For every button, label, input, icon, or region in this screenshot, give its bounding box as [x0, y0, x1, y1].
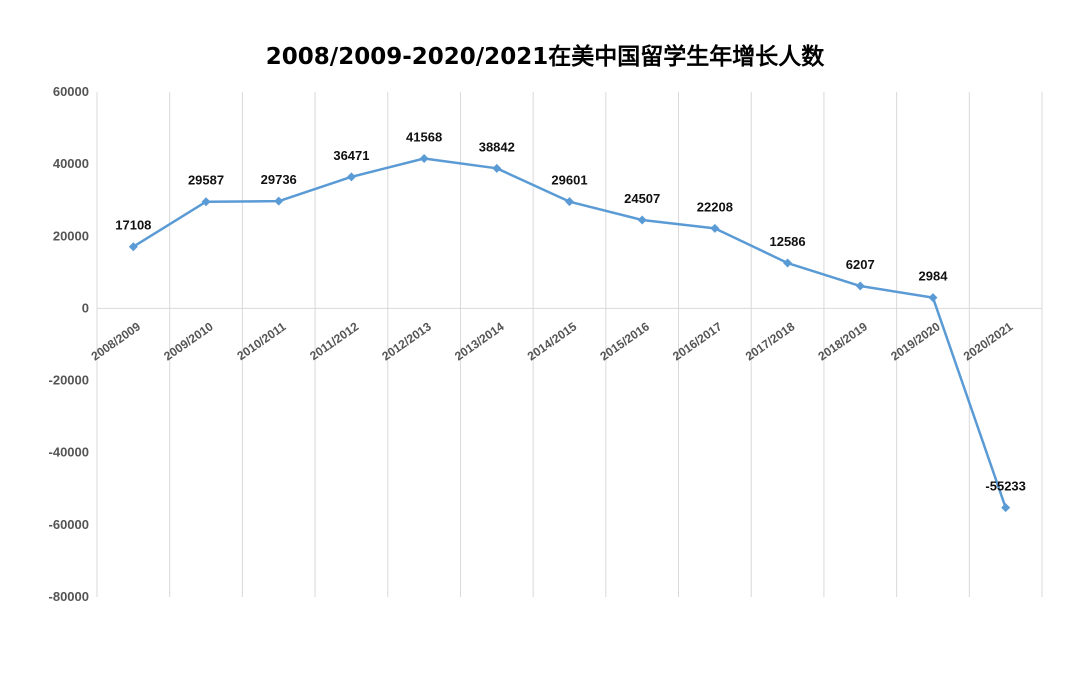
y-tick-label: -20000: [49, 373, 89, 388]
data-label: 29736: [261, 172, 297, 187]
data-point-marker: [638, 216, 647, 225]
data-label: 29601: [551, 173, 587, 188]
data-point-marker: [783, 259, 792, 268]
data-point-marker: [710, 224, 719, 233]
y-tick-label: 60000: [53, 84, 89, 99]
data-label: 29587: [188, 173, 224, 188]
data-point-marker: [856, 282, 865, 291]
data-label: 12586: [769, 234, 805, 249]
data-labels: 17108 29587 29736 36471 41568 38842 29601 24507…: [115, 129, 1026, 493]
data-point-marker: [565, 197, 574, 206]
data-point-marker: [274, 197, 283, 206]
data-label: 22208: [697, 199, 733, 214]
data-label: -55233: [985, 479, 1025, 494]
data-label: 17108: [115, 218, 151, 233]
data-label: 6207: [846, 257, 875, 272]
data-point-marker: [492, 164, 501, 173]
y-tick-label: 40000: [53, 156, 89, 171]
data-point-marker: [928, 293, 937, 302]
data-point-marker: [347, 172, 356, 181]
chart-title: 2008/2009-2020/2021在美中国留学生年增长人数: [266, 43, 825, 70]
data-label: 24507: [624, 191, 660, 206]
y-tick-label: -80000: [49, 589, 89, 604]
y-axis-tick-labels: 60000 40000 20000 0 -20000 -40000 -60000 -80000: [49, 84, 89, 604]
y-tick-label: -60000: [49, 517, 89, 532]
data-label: 38842: [479, 139, 515, 154]
data-label: 2984: [919, 269, 949, 284]
y-tick-label: 0: [82, 300, 89, 315]
y-tick-label: -40000: [49, 445, 89, 460]
x-axis-tick-labels: 2008/2009 2009/2010 2010/2011 2011/2012 2012…: [89, 319, 1016, 363]
data-label: 41568: [406, 129, 442, 144]
data-point-marker: [420, 154, 429, 163]
y-tick-label: 20000: [53, 228, 89, 243]
data-label: 36471: [333, 148, 369, 163]
data-point-marker: [1001, 503, 1010, 512]
